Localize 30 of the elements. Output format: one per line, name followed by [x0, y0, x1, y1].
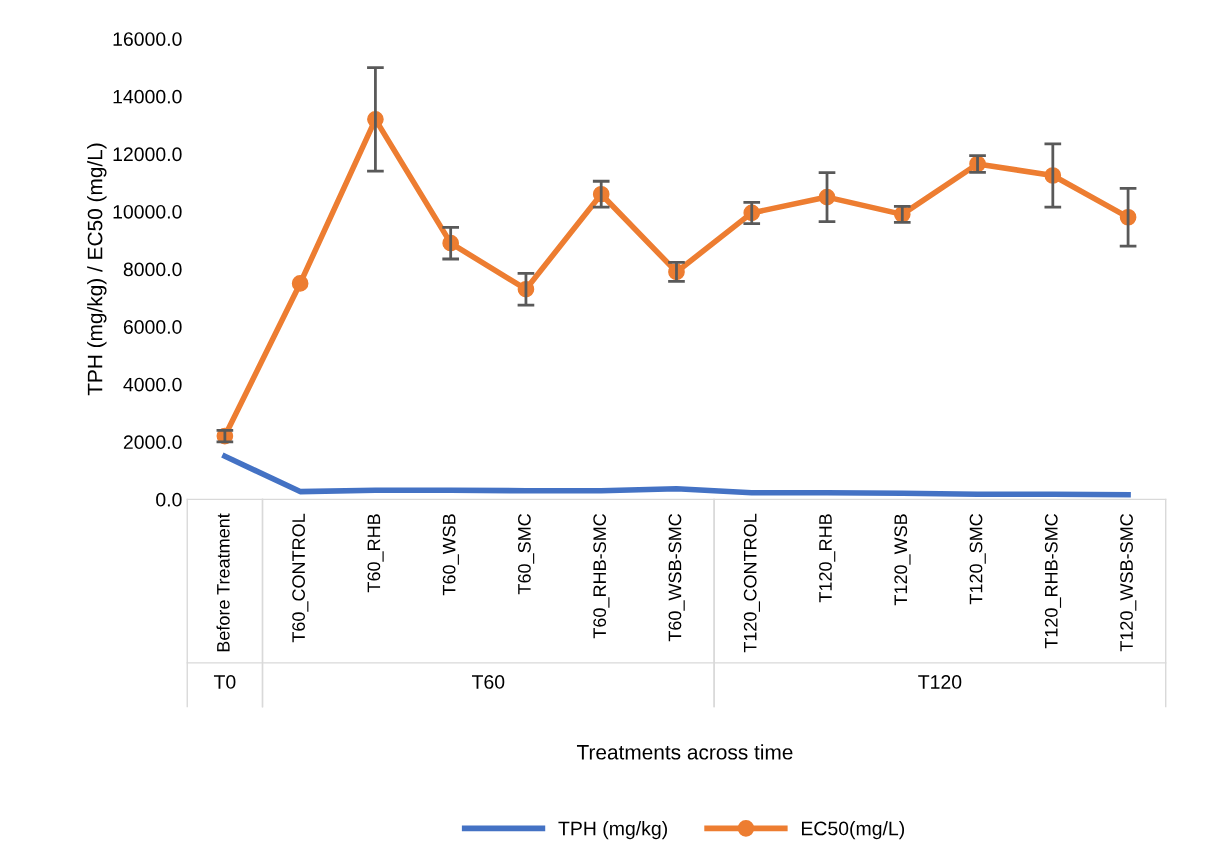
- text: T120: [918, 675, 962, 689]
- x-tick-label: T60_CONTROL: [292, 513, 309, 643]
- x-tick-label: T60_RHB-SMC: [593, 513, 610, 639]
- legend-label: TPH (mg/kg): [558, 821, 667, 840]
- y-tick-label: 8000.0: [123, 262, 182, 277]
- x-tick-label: T60_WSB: [442, 514, 459, 596]
- x-tick-label: T120_SMC: [969, 513, 986, 605]
- legend-label: EC50(mg/L): [802, 821, 905, 840]
- x-tick-label: T120_RHB-SMC: [1044, 513, 1062, 649]
- x-tick-label: T120_WSB-SMC: [1120, 513, 1137, 652]
- x-tick-label: T120_CONTROL: [743, 513, 761, 653]
- y-tick-label: 16000.0: [113, 32, 182, 46]
- point: [291, 275, 309, 292]
- x-tick-label: T120_RHB: [819, 514, 836, 603]
- x-tick-label: T60_WSB-SMC: [668, 513, 685, 642]
- y-tick-label: 2000.0: [123, 435, 182, 450]
- y-tick-label: 14000.0: [113, 89, 182, 104]
- y-tick-label: 6000.0: [123, 320, 182, 334]
- y-tick-label: 0.0: [156, 492, 182, 507]
- y-axis-title: TPH (mg/kg) / EC50 (mg/L): [87, 143, 107, 396]
- text: T60: [472, 675, 505, 689]
- y-tick-label: 12000.0: [113, 147, 182, 162]
- x-tick-label: T60_SMC: [518, 513, 535, 595]
- y-tick-label: 4000.0: [123, 377, 182, 392]
- x-axis-title: Treatments across time: [576, 744, 793, 760]
- x-tick-label: T60_RHB: [367, 514, 384, 593]
- text: T0: [213, 675, 236, 689]
- x-tick-label: T120_WSB: [894, 514, 911, 606]
- y-tick-label: 10000.0: [113, 204, 182, 219]
- x-tick-label: Before Treatment: [216, 513, 230, 652]
